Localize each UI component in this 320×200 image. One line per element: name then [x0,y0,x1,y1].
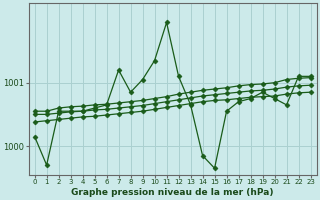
X-axis label: Graphe pression niveau de la mer (hPa): Graphe pression niveau de la mer (hPa) [71,188,274,197]
